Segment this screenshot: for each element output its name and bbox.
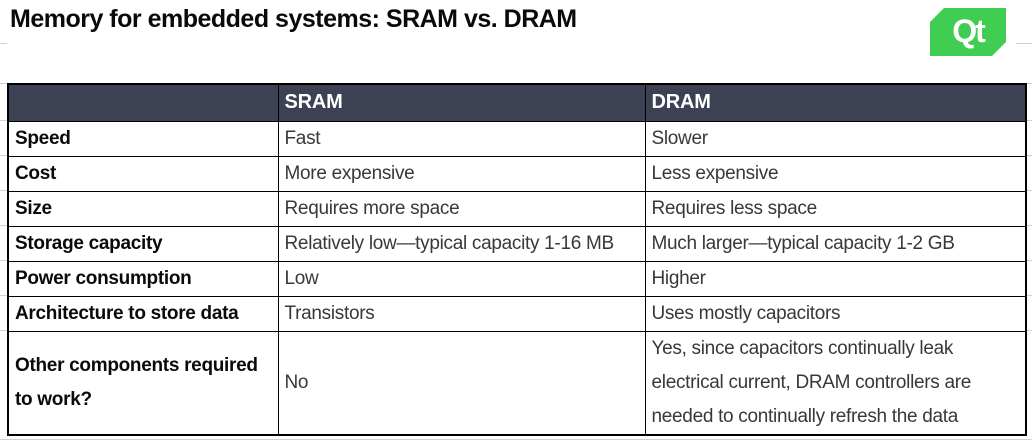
dram-cell: Requires less space bbox=[644, 190, 1027, 227]
row-label: Size bbox=[7, 190, 279, 227]
sram-cell: More expensive bbox=[277, 155, 646, 192]
dram-cell: Less expensive bbox=[644, 155, 1027, 192]
dram-cell: Yes, since capacitors continually leak e… bbox=[644, 330, 1027, 435]
sram-cell: Low bbox=[277, 260, 646, 297]
qt-logo-text: Qt bbox=[952, 12, 984, 49]
table-row-speed: Speed Fast Slower bbox=[7, 120, 1027, 157]
table-header-row: SRAM DRAM bbox=[7, 83, 1027, 122]
gridline-artifact bbox=[1016, 43, 1032, 44]
page-title: Memory for embedded systems: SRAM vs. DR… bbox=[10, 5, 577, 33]
row-label: Storage capacity bbox=[7, 225, 279, 262]
table-row-size: Size Requires more space Requires less s… bbox=[7, 190, 1027, 227]
row-label: Cost bbox=[7, 155, 279, 192]
sram-cell: Transistors bbox=[277, 295, 646, 332]
qt-logo: Qt bbox=[930, 8, 1006, 56]
row-label: Power consumption bbox=[7, 260, 279, 297]
gridline-artifact bbox=[0, 43, 7, 44]
dram-cell: Much larger—typical capacity 1-2 GB bbox=[644, 225, 1027, 262]
sram-cell: Relatively low—typical capacity 1-16 MB bbox=[277, 225, 646, 262]
row-label: Architecture to store data bbox=[7, 295, 279, 332]
column-header-blank bbox=[7, 83, 279, 122]
dram-cell: Slower bbox=[644, 120, 1027, 157]
sram-cell: Fast bbox=[277, 120, 646, 157]
table-row-cost: Cost More expensive Less expensive bbox=[7, 155, 1027, 192]
sram-cell: Requires more space bbox=[277, 190, 646, 227]
gridline-artifact bbox=[0, 439, 1032, 440]
table-row-architecture: Architecture to store data Transistors U… bbox=[7, 295, 1027, 332]
column-header-dram: DRAM bbox=[644, 83, 1027, 122]
dram-cell: Higher bbox=[644, 260, 1027, 297]
sram-cell: No bbox=[277, 330, 646, 435]
table-row-power-consumption: Power consumption Low Higher bbox=[7, 260, 1027, 297]
table-row-storage-capacity: Storage capacity Relatively low—typical … bbox=[7, 225, 1027, 262]
comparison-table: SRAM DRAM Speed Fast Slower Cost More ex… bbox=[7, 83, 1027, 436]
row-label: Speed bbox=[7, 120, 279, 157]
column-header-sram: SRAM bbox=[277, 83, 646, 122]
dram-cell: Uses mostly capacitors bbox=[644, 295, 1027, 332]
table-row-other-components: Other components required to work? No Ye… bbox=[7, 330, 1027, 435]
row-label: Other components required to work? bbox=[7, 330, 279, 435]
